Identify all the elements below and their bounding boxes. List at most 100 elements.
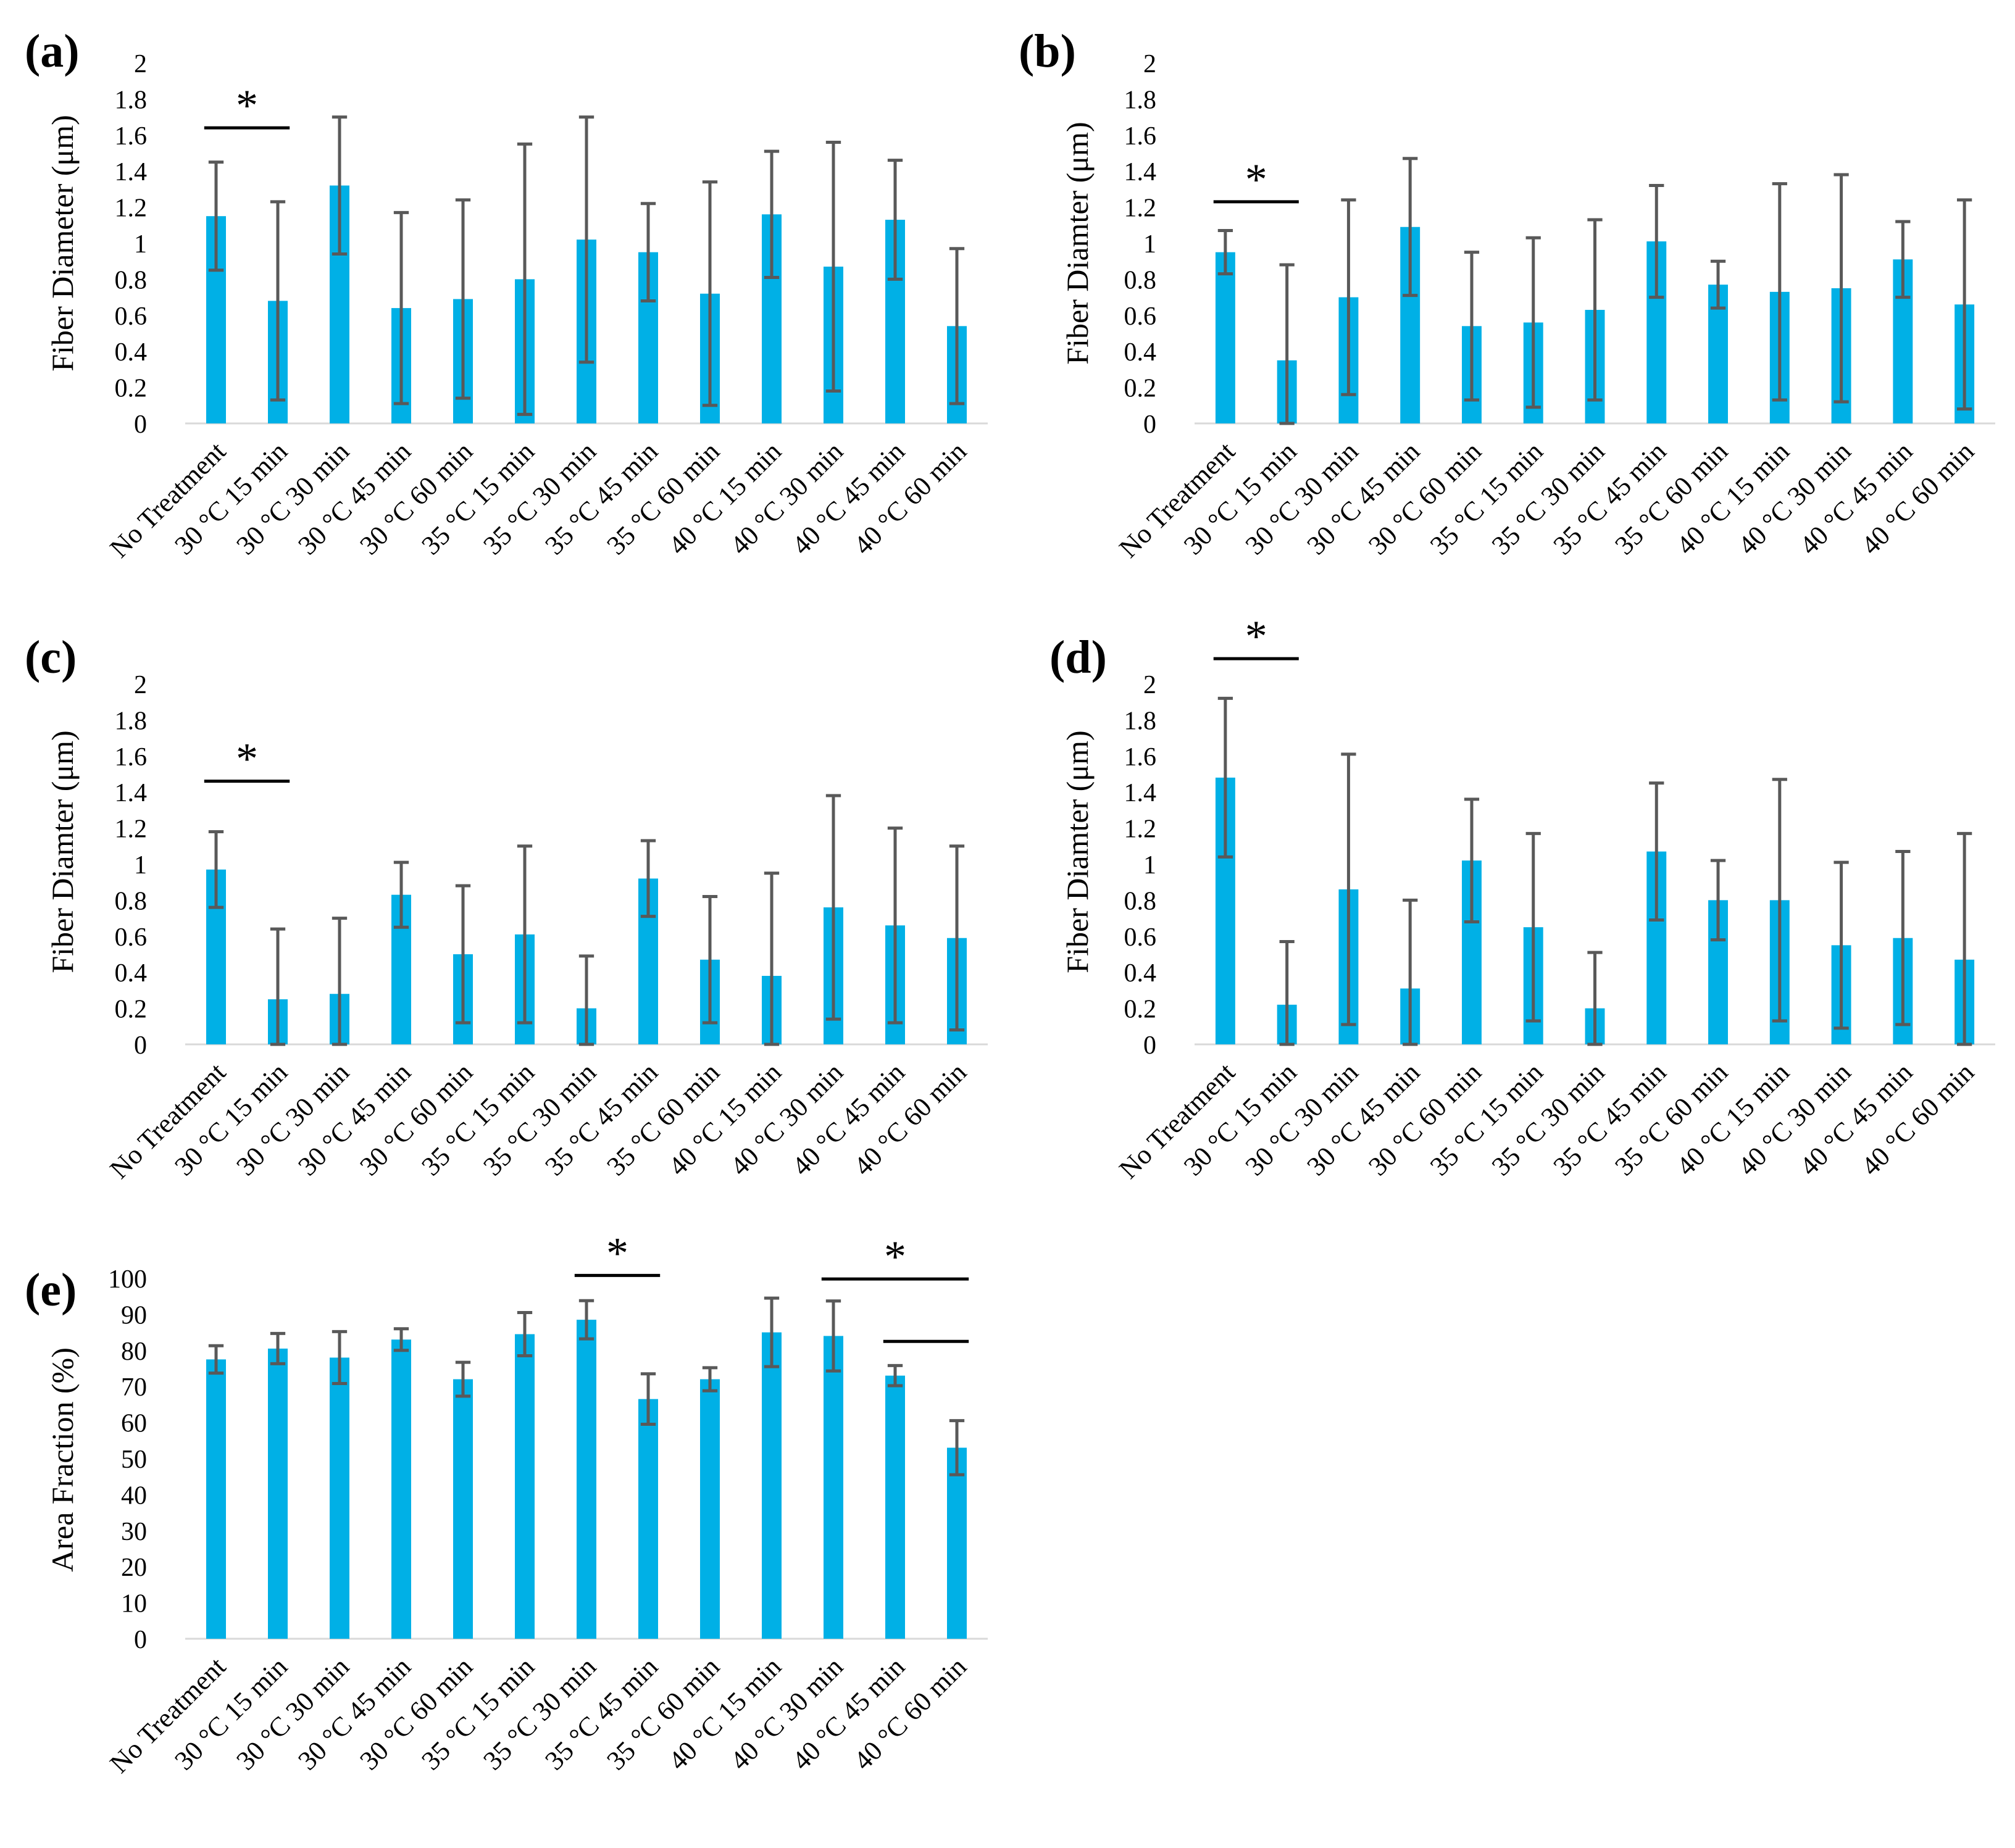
y-tick-label: 1.8 xyxy=(1124,86,1157,114)
bar xyxy=(638,1399,658,1639)
y-tick-label: 0 xyxy=(134,1031,147,1060)
bar xyxy=(947,1447,967,1639)
y-tick-label: 0 xyxy=(134,1626,147,1654)
y-tick-label: 0.8 xyxy=(115,887,148,915)
y-tick-label: 0.2 xyxy=(1124,375,1157,403)
y-axis-title-c: Fiber Diamter (μm) xyxy=(45,730,80,973)
y-tick-label: 0.4 xyxy=(1124,959,1157,988)
y-tick-label: 60 xyxy=(121,1410,147,1438)
significance-star: * xyxy=(1245,155,1267,204)
y-tick-label: 20 xyxy=(121,1554,147,1582)
y-axis-ticks: 0 0.2 0.4 0.6 0.8 1 1.2 1.4 1.6 1.8 2 xyxy=(115,671,148,1060)
bar xyxy=(330,1357,349,1639)
panel-label-e: (e) xyxy=(25,1264,77,1316)
y-tick-label: 1.2 xyxy=(115,815,148,844)
y-tick-label: 0.6 xyxy=(115,302,148,331)
y-tick-label: 0.8 xyxy=(1124,887,1157,915)
y-tick-label: 0 xyxy=(1143,1031,1156,1060)
significance-star: * xyxy=(236,735,258,784)
y-tick-label: 1 xyxy=(1143,851,1156,880)
y-tick-label: 1.6 xyxy=(1124,743,1157,772)
bar xyxy=(453,1379,473,1639)
y-tick-label: 1 xyxy=(134,230,147,259)
y-axis-title-e: Area Fraction (%) xyxy=(45,1347,80,1572)
bar xyxy=(577,1320,596,1639)
panel-d: (d) Fiber Diamter (μm) 0 0.2 0.4 0.6 0.8 1 1.2… xyxy=(1049,612,1995,1184)
y-tick-label: 1 xyxy=(1143,230,1156,259)
bar xyxy=(885,1375,905,1639)
y-tick-label: 0.8 xyxy=(115,266,148,294)
y-tick-label: 10 xyxy=(121,1590,147,1618)
y-tick-label: 0.2 xyxy=(115,375,148,403)
y-axis-title-b: Fiber Diamter (μm) xyxy=(1060,122,1095,364)
bars xyxy=(1215,157,1975,425)
significance-annotations: * * xyxy=(574,1228,969,1343)
bars xyxy=(1215,696,1975,1046)
bar xyxy=(1215,252,1235,423)
y-tick-label: 80 xyxy=(121,1338,147,1366)
significance-star: * xyxy=(606,1228,628,1278)
y-tick-label: 0.4 xyxy=(115,959,148,988)
bars xyxy=(206,115,967,423)
bar xyxy=(824,1336,843,1639)
significance-star: * xyxy=(1245,612,1267,661)
panel-c: (c) Fiber Diamter (μm) 0 0.2 0.4 0.6 0.8 1 1.2… xyxy=(25,631,988,1184)
y-tick-label: 1.6 xyxy=(115,122,148,151)
y-axis-title-a: Fiber Diameter (μm) xyxy=(45,115,80,372)
y-tick-label: 1.6 xyxy=(115,743,148,772)
y-tick-label: 0.8 xyxy=(1124,266,1157,294)
significance-star: * xyxy=(236,81,258,130)
panel-label-d: (d) xyxy=(1049,631,1107,683)
y-tick-label: 1.8 xyxy=(1124,707,1157,735)
bar xyxy=(268,1348,288,1639)
y-tick-label: 1.8 xyxy=(115,86,148,114)
significance-annotations: * xyxy=(204,735,290,784)
y-tick-label: 2 xyxy=(134,50,147,78)
bar xyxy=(700,1379,720,1639)
bar xyxy=(762,1332,782,1639)
y-tick-label: 1.4 xyxy=(1124,779,1157,807)
y-tick-label: 40 xyxy=(121,1481,147,1510)
y-tick-label: 0.6 xyxy=(1124,923,1157,952)
y-tick-label: 70 xyxy=(121,1373,147,1402)
y-tick-label: 30 xyxy=(121,1518,147,1546)
y-tick-label: 50 xyxy=(121,1446,147,1474)
y-tick-label: 0.4 xyxy=(115,338,148,367)
y-tick-label: 2 xyxy=(134,671,147,699)
y-tick-label: 0.6 xyxy=(1124,302,1157,331)
y-tick-label: 2 xyxy=(1143,50,1156,78)
y-tick-label: 0 xyxy=(134,410,147,439)
y-tick-label: 90 xyxy=(121,1301,147,1330)
significance-annotations: * xyxy=(1213,612,1299,661)
bars xyxy=(206,794,967,1046)
y-tick-label: 1.4 xyxy=(115,779,148,807)
y-tick-label: 0 xyxy=(1143,410,1156,439)
y-tick-label: 1.2 xyxy=(1124,815,1157,844)
y-tick-label: 1.6 xyxy=(1124,122,1157,151)
bars xyxy=(206,1296,967,1639)
y-axis-ticks: 0 10 20 30 40 50 60 70 80 90 100 xyxy=(108,1265,147,1654)
significance-annotations: * xyxy=(1213,155,1299,204)
y-tick-label: 1.8 xyxy=(115,707,148,735)
y-tick-label: 1 xyxy=(134,851,147,880)
y-axis-ticks: 0 0.2 0.4 0.6 0.8 1 1.2 1.4 1.6 1.8 2 xyxy=(1124,671,1157,1060)
y-axis-title-d: Fiber Diamter (μm) xyxy=(1060,730,1095,973)
significance-annotations: * xyxy=(204,81,290,130)
panel-a: (a) Fiber Diameter (μm) 0 0.2 0.4 0.6 0.8 1 1.… xyxy=(25,25,988,564)
panel-label-c: (c) xyxy=(25,631,77,683)
panel-b: (b) Fiber Diamter (μm) 0 0.2 0.4 0.6 0.8 1 1.2… xyxy=(1019,25,1995,564)
y-tick-label: 0.2 xyxy=(1124,996,1157,1024)
y-tick-label: 1.4 xyxy=(1124,158,1157,186)
y-axis-ticks: 0 0.2 0.4 0.6 0.8 1 1.2 1.4 1.6 1.8 2 xyxy=(1124,50,1157,439)
y-tick-label: 0.4 xyxy=(1124,338,1157,367)
panel-label-b: (b) xyxy=(1019,25,1076,77)
bar xyxy=(206,1359,226,1639)
y-tick-label: 0.6 xyxy=(115,923,148,952)
y-tick-label: 1.2 xyxy=(1124,194,1157,223)
